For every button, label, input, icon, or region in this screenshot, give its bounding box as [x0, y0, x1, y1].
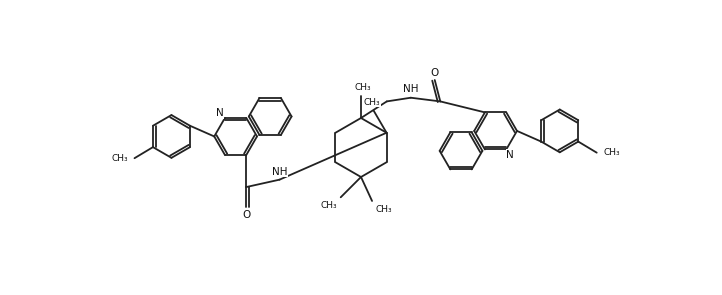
- Text: N: N: [216, 109, 223, 119]
- Text: N: N: [506, 150, 514, 160]
- Text: NH: NH: [271, 167, 287, 176]
- Text: CH₃: CH₃: [375, 204, 392, 214]
- Text: O: O: [242, 210, 251, 220]
- Text: CH₃: CH₃: [355, 83, 371, 92]
- Text: NH: NH: [403, 84, 419, 94]
- Text: O: O: [430, 68, 439, 78]
- Text: CH₃: CH₃: [604, 148, 620, 157]
- Text: CH₃: CH₃: [363, 98, 380, 107]
- Text: CH₃: CH₃: [321, 201, 337, 210]
- Text: CH₃: CH₃: [111, 154, 128, 163]
